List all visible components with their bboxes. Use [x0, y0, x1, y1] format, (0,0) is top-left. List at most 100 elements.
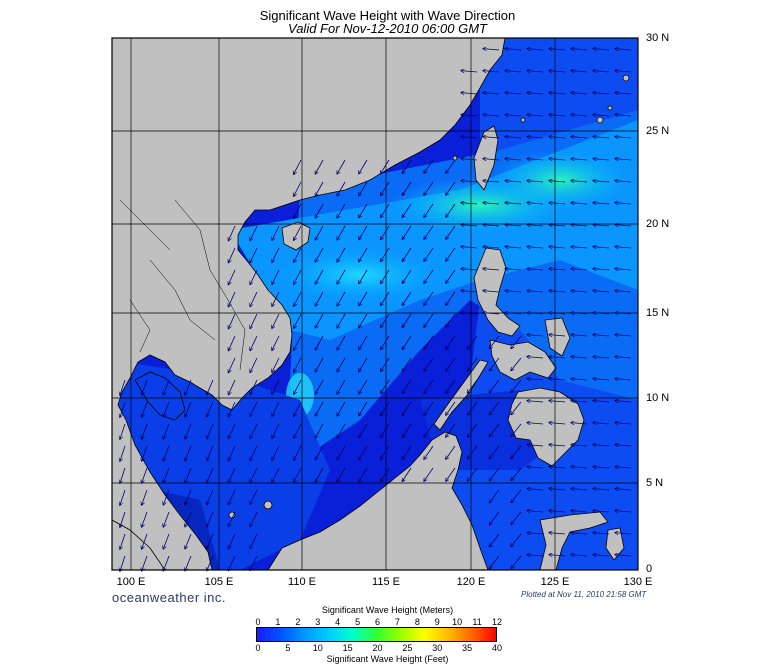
wave-direction-arrow — [120, 445, 126, 461]
wave-direction-arrow — [424, 401, 434, 415]
wave-direction-arrow — [424, 357, 434, 371]
feet-tick: 30 — [432, 643, 443, 653]
wave-direction-arrow — [402, 423, 412, 437]
wave-direction-arrow — [571, 137, 588, 138]
wave-direction-arrow — [468, 379, 478, 393]
wave-direction-arrow — [359, 445, 368, 460]
wave-direction-arrow — [120, 423, 126, 439]
lon-label-115: 115 E — [372, 576, 400, 588]
feet-tick: 25 — [402, 643, 413, 653]
wave-direction-arrow — [359, 247, 368, 262]
wave-direction-arrow — [468, 467, 478, 481]
wave-direction-arrow — [511, 401, 522, 415]
wave-direction-arrow — [511, 489, 522, 503]
wave-direction-arrow — [250, 423, 258, 439]
wave-direction-arrow — [228, 357, 236, 373]
colorbar-title-meters: Significant Wave Height (Meters) — [321, 605, 454, 615]
wave-direction-arrow — [163, 467, 170, 483]
wave-direction-arrow — [185, 555, 192, 571]
wave-direction-arrow — [593, 159, 610, 160]
wave-direction-arrow — [549, 467, 566, 468]
feet-tick: 0 — [255, 643, 261, 653]
wave-direction-arrow — [571, 511, 588, 512]
wave-direction-arrow — [424, 445, 434, 459]
wave-direction-arrow — [294, 357, 302, 372]
map-frame — [111, 37, 639, 571]
wave-direction-arrow — [527, 467, 544, 468]
wave-direction-arrow — [424, 159, 434, 173]
wave-direction-arrow — [527, 357, 544, 358]
land-mindanao — [507, 387, 585, 467]
wave-direction-arrow — [424, 335, 434, 349]
wave-direction-arrow — [468, 357, 478, 371]
wave-direction-arrow — [446, 313, 456, 327]
wave-direction-arrow — [272, 291, 280, 306]
lat-label-10: 10 N — [646, 392, 670, 404]
wave-direction-arrow — [142, 533, 148, 549]
wave-direction-arrow — [381, 401, 390, 416]
wave-direction-arrow — [505, 269, 522, 270]
wave-direction-arrow — [142, 511, 148, 527]
wave-direction-arrow — [272, 313, 280, 328]
wave-direction-arrow — [571, 555, 588, 556]
wave-direction-arrow — [446, 357, 456, 371]
wave-direction-arrow — [315, 225, 324, 240]
lat-label-25: 25 N — [646, 125, 670, 137]
wave-direction-arrow — [571, 225, 588, 226]
wave-direction-arrow — [527, 269, 544, 270]
wave-direction-arrow — [359, 357, 368, 372]
wave-direction-arrow — [571, 269, 588, 270]
wave-direction-arrow — [381, 181, 390, 196]
wave-direction-arrow — [615, 269, 632, 270]
land-borneo — [267, 431, 489, 571]
wave-direction-arrow — [571, 313, 588, 314]
wave-direction-arrow — [294, 313, 302, 328]
wave-direction-arrow — [468, 401, 478, 415]
wave-direction-arrow — [207, 533, 214, 549]
wave-direction-arrow — [461, 115, 478, 116]
wave-direction-arrow — [185, 489, 192, 505]
wave-direction-arrow — [228, 291, 236, 307]
wave-direction-arrow — [446, 247, 456, 261]
meter-tick: 1 — [275, 617, 281, 627]
wave-direction-arrow — [593, 247, 610, 248]
brand-logo: oceanweather inc. — [112, 590, 227, 605]
wave-direction-arrow — [549, 291, 566, 292]
wave-direction-arrow — [615, 159, 632, 160]
wave-direction-arrow — [359, 313, 368, 328]
wave-direction-arrow — [461, 313, 478, 314]
wave-direction-arrow — [337, 225, 346, 240]
wave-direction-arrow — [381, 313, 390, 328]
wave-direction-arrow — [359, 401, 368, 416]
wave-direction-arrow — [185, 511, 192, 527]
wave-direction-arrow — [424, 467, 434, 481]
wave-direction-arrow — [272, 269, 280, 284]
wave-direction-arrow — [250, 555, 258, 571]
wave-direction-arrow — [272, 445, 280, 460]
wave-direction-arrow — [315, 269, 324, 284]
wave-direction-arrow — [402, 401, 412, 415]
wave-direction-arrow — [505, 137, 522, 138]
wave-direction-arrow — [511, 445, 522, 459]
wave-direction-arrow — [228, 555, 236, 571]
wave-direction-arrow — [120, 401, 126, 417]
wave-direction-arrow — [483, 71, 500, 72]
wave-direction-arrow — [593, 181, 610, 182]
wave-direction-arrow — [315, 159, 324, 174]
wave-direction-arrow — [359, 225, 368, 240]
wave-direction-arrow — [294, 401, 302, 416]
wave-direction-arrow — [468, 445, 478, 459]
wave-direction-arrow — [549, 115, 566, 116]
wave-direction-arrow — [593, 533, 610, 534]
wave-direction-arrow — [142, 445, 148, 461]
wave-direction-arrow — [381, 335, 390, 350]
wave-direction-arrow — [549, 335, 566, 336]
wave-direction-arrow — [337, 467, 346, 482]
wave-direction-arrow — [446, 401, 456, 415]
wave-direction-arrow — [549, 93, 566, 94]
wave-direction-arrow — [424, 181, 434, 195]
wave-direction-arrow — [571, 115, 588, 116]
wave-direction-arrow — [593, 445, 610, 446]
wave-direction-arrow — [424, 247, 434, 261]
wave-direction-arrow — [483, 225, 500, 226]
